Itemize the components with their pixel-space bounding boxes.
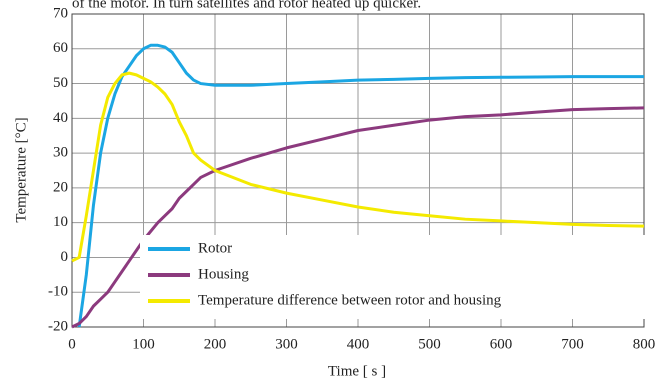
y-tick-label: 50	[53, 75, 68, 91]
legend-label: Rotor	[198, 240, 232, 256]
y-axis-label: Temperature [°C]	[13, 117, 29, 222]
y-tick-label: -10	[48, 284, 68, 300]
y-tick-label: 70	[53, 5, 68, 21]
series-line	[77, 43, 644, 328]
y-tick-label: 10	[53, 214, 68, 230]
x-tick-label: 700	[561, 336, 584, 352]
y-tick-label: -20	[48, 318, 68, 334]
x-tick-label: 300	[275, 336, 298, 352]
x-tick-label: 200	[204, 336, 227, 352]
x-tick-label: 500	[418, 336, 441, 352]
x-tick-label: 800	[633, 336, 656, 352]
legend-box	[140, 235, 652, 319]
x-tick-label: 400	[347, 336, 370, 352]
caption: of the motor. In turn satellites and rot…	[72, 0, 421, 11]
x-tick-label: 100	[132, 336, 155, 352]
x-tick-label: 600	[490, 336, 513, 352]
legend: Rotor Housing Temperature difference betwe…	[140, 235, 652, 319]
plot-border	[71, 13, 645, 328]
y-tick-label: 60	[53, 40, 68, 56]
y-tick-label: 0	[61, 249, 69, 265]
legend-label: Housing	[198, 266, 249, 282]
y-tick-label: 20	[53, 179, 68, 195]
legend-label: Temperature difference between rotor and…	[198, 292, 502, 308]
series-line	[71, 71, 645, 263]
series-line	[71, 106, 645, 329]
x-axis-label: Time [ s ]	[328, 363, 386, 379]
x-tick-label: 0	[68, 336, 76, 352]
y-tick-label: 40	[53, 110, 68, 126]
y-tick-label: 30	[53, 145, 68, 161]
